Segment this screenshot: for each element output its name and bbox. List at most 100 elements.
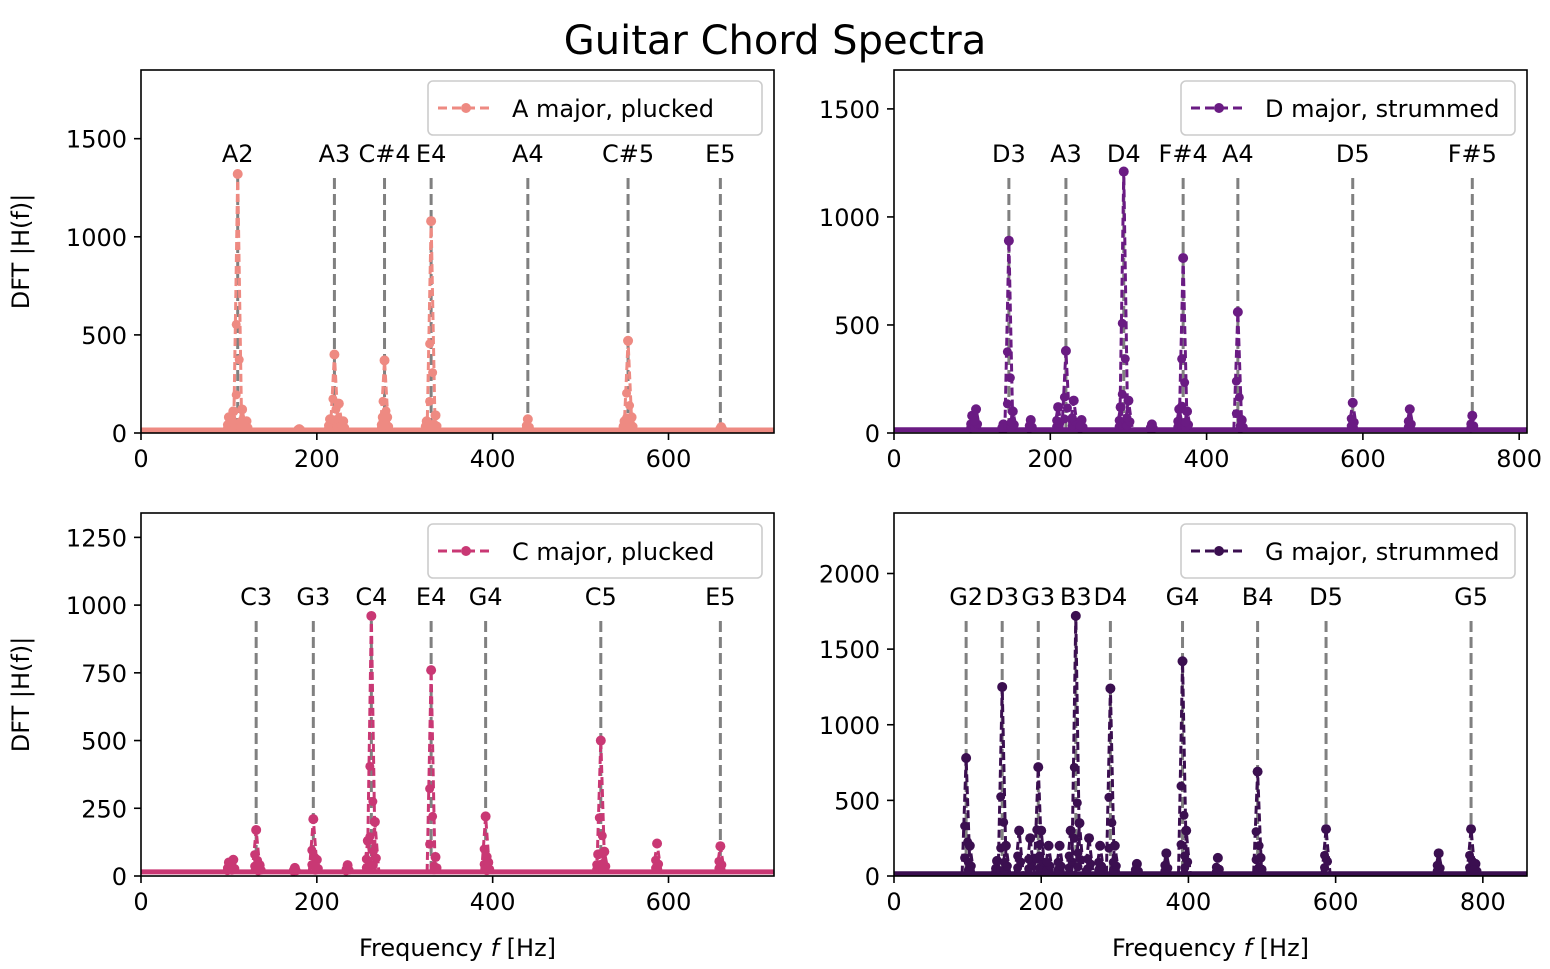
- spectrum-sample-point: [1072, 798, 1082, 808]
- note-label: A3: [319, 140, 351, 168]
- x-axis-label: Frequency f [Hz]: [1112, 934, 1309, 962]
- spectrum-peak-line: [425, 670, 437, 872]
- y-tick-label: 0: [865, 420, 880, 448]
- spectrum-sample-point: [1042, 857, 1052, 867]
- legend-label: A major, plucked: [512, 95, 714, 123]
- spectrum-sample-point: [1073, 862, 1083, 872]
- spectrum-sample-point: [1145, 423, 1155, 433]
- spectrum-peak-point: [1007, 406, 1018, 417]
- spectrum-peak: [341, 860, 354, 876]
- axes-frame: [893, 512, 1528, 877]
- spectrum-peak: [1069, 610, 1082, 874]
- spectrum-sample-point: [1179, 810, 1189, 820]
- spectrum-peak: [999, 840, 1012, 875]
- spectrum-sample-point: [1173, 416, 1183, 426]
- x-axis-label: Frequency f [Hz]: [359, 934, 556, 962]
- x-tick-label: 200: [294, 888, 340, 916]
- legend: A major, plucked: [427, 80, 763, 136]
- spectrum-sample-point: [307, 845, 317, 855]
- spectrum-peak: [1346, 397, 1359, 431]
- spectrum-peak-line: [595, 740, 607, 872]
- spectrum-sample-point: [1234, 392, 1244, 402]
- spectrum-peak: [1075, 415, 1088, 433]
- spectrum-peak-point: [430, 410, 441, 421]
- note-label: A3: [1050, 140, 1082, 168]
- spectrum-peak: [622, 335, 635, 431]
- x-tick-label: 200: [1027, 445, 1073, 473]
- spectrum-peak: [1073, 818, 1086, 874]
- spectrum-sample-point: [996, 792, 1006, 802]
- spectrum-sample-point: [1059, 392, 1069, 402]
- spectrum-peak-point: [1043, 840, 1054, 851]
- spectrum-peak: [1013, 825, 1026, 874]
- note-label: C#5: [602, 140, 654, 168]
- spectrum-peak-point: [1177, 656, 1188, 667]
- spectrum-peak: [429, 409, 442, 433]
- panel-1: A2 A3 C#4 E4 A4 C#5 E5 0 200 400 600 0 500 1000 1500 DF…: [7, 69, 775, 473]
- spectrum-peak-point: [426, 216, 437, 227]
- note-label: C3: [240, 583, 272, 611]
- spectrum-peak-point: [1467, 410, 1478, 421]
- spectrum-peak: [482, 857, 495, 876]
- spectrum-sample-point: [1024, 421, 1034, 431]
- spectrum-sample-point: [1254, 862, 1264, 872]
- spectrum-peak-point: [1000, 840, 1011, 851]
- spectrum-peak: [1177, 252, 1190, 430]
- spectrum-sample-point: [1177, 354, 1187, 364]
- y-tick-label: 1500: [66, 126, 127, 154]
- axes-frame: [140, 69, 775, 434]
- spectrum-peak-point: [626, 412, 637, 423]
- y-tick-label: 750: [81, 660, 127, 688]
- spectrum-sample-point: [651, 855, 661, 865]
- spectrum-peak: [240, 416, 253, 433]
- y-axis-label: DFT |H(f)|: [7, 194, 35, 310]
- note-label: C5: [585, 583, 617, 611]
- note-label: G5: [1454, 583, 1488, 611]
- spectrum-peak: [1160, 848, 1173, 876]
- spectrum-peak-point: [308, 814, 319, 825]
- spectrum-peak-point: [1232, 307, 1243, 317]
- spectrum-sample-point: [428, 368, 438, 378]
- note-label: B4: [1242, 583, 1274, 611]
- axis-label-part: [Hz]: [499, 934, 556, 962]
- spectrum-peak: [714, 841, 727, 873]
- panel-2: D3 A3 D4 F#4 A4 D5 F#5 0 200 400 600 800 0 500 1000 150…: [819, 69, 1542, 473]
- spectrum-sample-point: [622, 388, 632, 398]
- spectrum-peak: [1231, 307, 1244, 430]
- spectrum-sample-point: [1005, 373, 1015, 383]
- legend: C major, plucked: [427, 523, 763, 579]
- x-tick-label: 800: [1460, 888, 1506, 916]
- note-label: B3: [1060, 583, 1092, 611]
- spectrum-peak-point: [232, 168, 243, 179]
- spectrum-sample-point: [521, 421, 531, 431]
- note-label: G3: [296, 583, 330, 611]
- note-label: D5: [1309, 583, 1343, 611]
- spectrum-sample-point: [594, 813, 604, 823]
- spectrum-peak-point: [652, 838, 663, 849]
- spectrum-peak-point: [599, 846, 610, 857]
- spectrum-sample-point: [1469, 865, 1479, 875]
- y-tick-label: 500: [81, 322, 127, 350]
- spectrum-sample-point: [371, 853, 381, 863]
- spectrum-peak-point: [1095, 840, 1106, 851]
- spectrum-peak-point: [1084, 833, 1095, 844]
- spectrum-sample-point: [1320, 850, 1330, 860]
- spectrum-sample-point: [625, 420, 635, 430]
- spectrum-peak-point: [1070, 610, 1081, 621]
- spectrum-sample-point: [1067, 413, 1077, 423]
- spectrum-sample-point: [378, 396, 388, 406]
- y-tick-label: 2000: [819, 561, 880, 589]
- spectrum-sample-point: [425, 839, 435, 849]
- axis-label-part: Frequency: [359, 934, 491, 962]
- spectrum-sample-point: [368, 860, 378, 870]
- spectrum-peak-point: [311, 854, 322, 865]
- spectrum-peak: [1053, 840, 1066, 875]
- spectrum-sample-point: [381, 420, 391, 430]
- spectrum-sample-point: [1069, 762, 1079, 772]
- note-label: D3: [992, 140, 1026, 168]
- spectrum-sample-point: [234, 355, 244, 365]
- spectrum-sample-point: [1108, 857, 1118, 867]
- spectrum-peak: [368, 816, 381, 873]
- spectrum-sample-point: [429, 861, 439, 871]
